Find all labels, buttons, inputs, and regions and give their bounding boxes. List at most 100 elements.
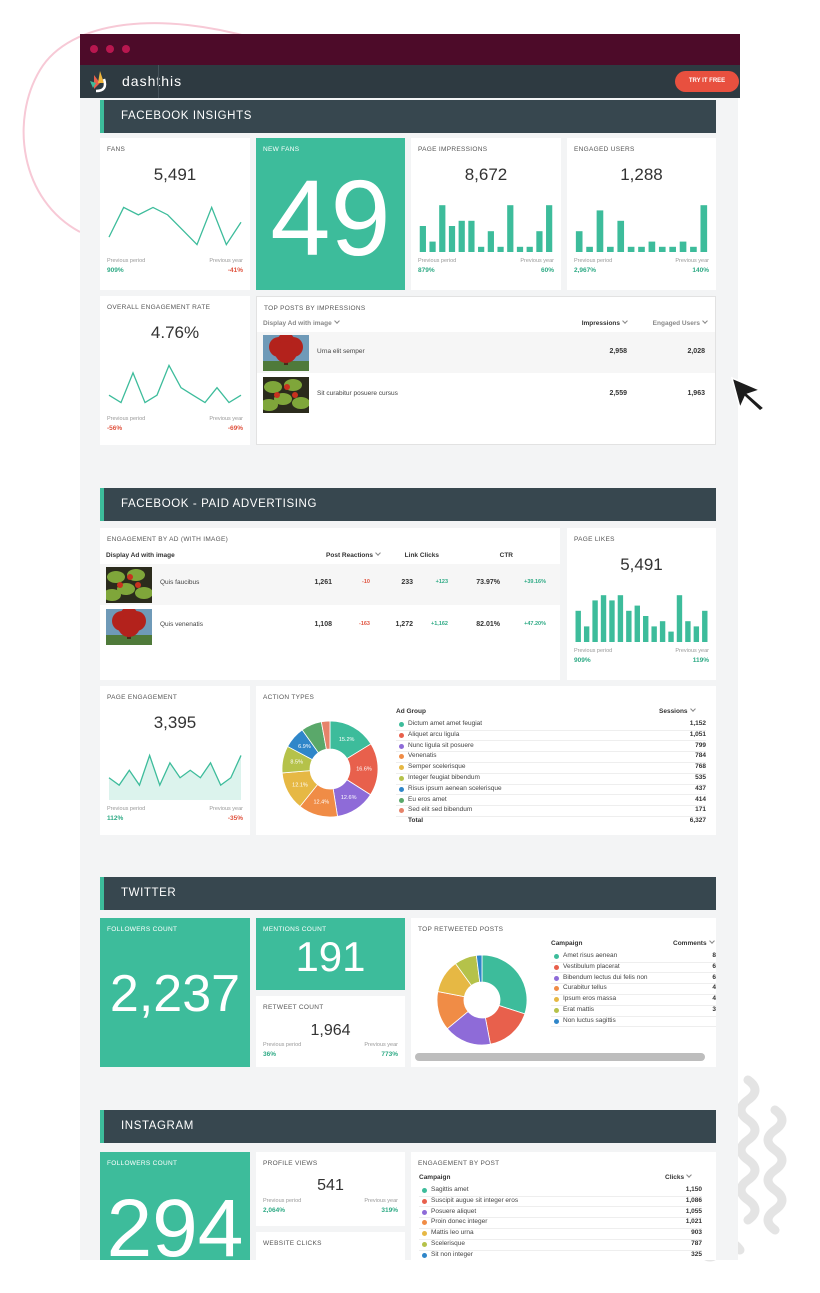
bar (659, 621, 666, 642)
bar (596, 210, 604, 252)
bar (583, 626, 590, 642)
bar (575, 231, 583, 252)
bar (609, 600, 615, 642)
legend-value: 437 (695, 784, 706, 792)
bar (478, 246, 485, 252)
donut-slice (475, 954, 483, 983)
bar (592, 600, 598, 642)
card-label: FOLLOWERS COUNT (107, 1160, 178, 1167)
bar (700, 205, 708, 252)
legend-rule (396, 729, 706, 731)
sort-icon[interactable] (686, 1172, 692, 1178)
card: RETWEET COUNT 1,964 Previous period Previou… (256, 996, 405, 1067)
legend-value: 4 (712, 984, 716, 992)
scrollbar[interactable] (415, 1053, 705, 1061)
legend-dot (554, 954, 559, 959)
legend-dot (399, 786, 404, 792)
card: FOLLOWERS COUNT 2,237 (100, 918, 250, 1067)
legend-name: Mattis leo urna (431, 1229, 474, 1237)
legend-name: Venenatis (408, 752, 437, 760)
thumb-berry (117, 582, 123, 588)
legend-value: 1,150 (685, 1186, 702, 1193)
bar (617, 595, 624, 642)
legend-value: 414 (695, 795, 706, 803)
sort-icon[interactable] (622, 318, 628, 324)
legend-value: 1,086 (685, 1196, 702, 1204)
legend-name: Non luctus sagittis (563, 1016, 616, 1024)
card-label: PAGE LIKES (574, 536, 615, 543)
bar (586, 246, 593, 252)
bar (439, 205, 446, 252)
table-row (100, 606, 560, 647)
prev-year-label: Previous year (209, 416, 243, 422)
card-label: OVERALL ENGAGEMENT RATE (107, 304, 211, 311)
browser-bar (80, 34, 740, 65)
prev-period-value: 2,967% (574, 267, 597, 274)
bar (600, 595, 607, 642)
cell: 1,963 (687, 390, 705, 397)
legend-rule (419, 1217, 702, 1219)
total-value: 6,327 (689, 817, 706, 825)
big-value: 2,237 (109, 965, 241, 1023)
slice-label: 12.1% (292, 782, 308, 788)
legend-name: Nunc ligula sit posuere (408, 741, 474, 749)
card: PAGE ENGAGEMENT 3,395 Previous period Previ… (100, 686, 250, 835)
line (108, 363, 242, 404)
card-label: PAGE IMPRESSIONS (418, 146, 488, 153)
column-header: Impressions (582, 318, 628, 327)
line (108, 753, 242, 787)
legend-dot (554, 1008, 559, 1013)
kpi-value: 4.76% (150, 323, 200, 342)
card-label: NEW FANS (263, 146, 300, 153)
legend-rule (396, 794, 706, 796)
legend-rule (551, 993, 716, 995)
legend-value: 1,051 (689, 730, 706, 738)
prev-period-label: Previous period (107, 806, 146, 812)
thumb-leaf (107, 571, 125, 583)
cta-button[interactable]: TRY IT FREE (675, 71, 739, 92)
prev-period-value: 2,064% (263, 1207, 286, 1214)
legend-dot (422, 1198, 427, 1204)
bar (607, 246, 614, 252)
prev-year-label: Previous year (209, 258, 243, 264)
sort-icon[interactable] (375, 550, 381, 556)
legend-rule (551, 983, 716, 985)
section-header: FACEBOOK - PAID ADVERTISING (100, 488, 716, 521)
bar (627, 246, 635, 252)
legend-rule (551, 1015, 716, 1017)
mini-chart (108, 205, 242, 246)
bar (690, 246, 697, 252)
cell: 82.01% (476, 621, 500, 628)
legend-rule (551, 1026, 716, 1028)
card-label: ENGAGEMENT BY POST (418, 1160, 500, 1167)
sort-icon[interactable] (702, 318, 708, 324)
sort-icon[interactable] (689, 706, 696, 712)
card-label: FANS (107, 146, 126, 153)
kpi-value: 3,395 (153, 713, 197, 732)
legend-value: 799 (695, 741, 706, 749)
post-name: Urna elit semper (317, 348, 365, 355)
legend-name: Bibendum lectus dui felis non (563, 973, 648, 981)
card: TOP POSTS BY IMPRESSIONS Display Ad with … (256, 296, 716, 445)
nav-divider (158, 65, 159, 98)
card: PAGE IMPRESSIONS 8,672 Previous period Prev… (411, 138, 561, 290)
post-name: Sit curabitur posuere cursus (317, 390, 398, 397)
bar (419, 226, 426, 252)
column-header: Display Ad with image (263, 318, 340, 327)
prev-year-label: Previous year (520, 258, 554, 264)
prev-period-value: 36% (263, 1051, 277, 1058)
section-header: FACEBOOK INSIGHTS (100, 100, 716, 133)
prev-year-value: 119% (692, 657, 709, 664)
legend-header: Comments (673, 938, 715, 947)
card: FANS 5,491 Previous period Previous year 909… (100, 138, 250, 290)
column-header: Post Reactions (326, 550, 381, 559)
legend-dot (399, 808, 404, 814)
card: ENGAGEMENT BY POST Campaign Clicks Sagittis… (411, 1152, 716, 1260)
legend-value: 325 (691, 1250, 702, 1258)
sort-icon[interactable] (708, 938, 715, 944)
dashboard: FACEBOOK INSIGHTS FANS 5,491 Previous perio… (80, 98, 738, 1260)
card-label: FOLLOWERS COUNT (107, 926, 178, 933)
prev-year-value: 60% (540, 267, 554, 274)
bar (617, 220, 625, 252)
sort-icon[interactable] (333, 318, 340, 324)
